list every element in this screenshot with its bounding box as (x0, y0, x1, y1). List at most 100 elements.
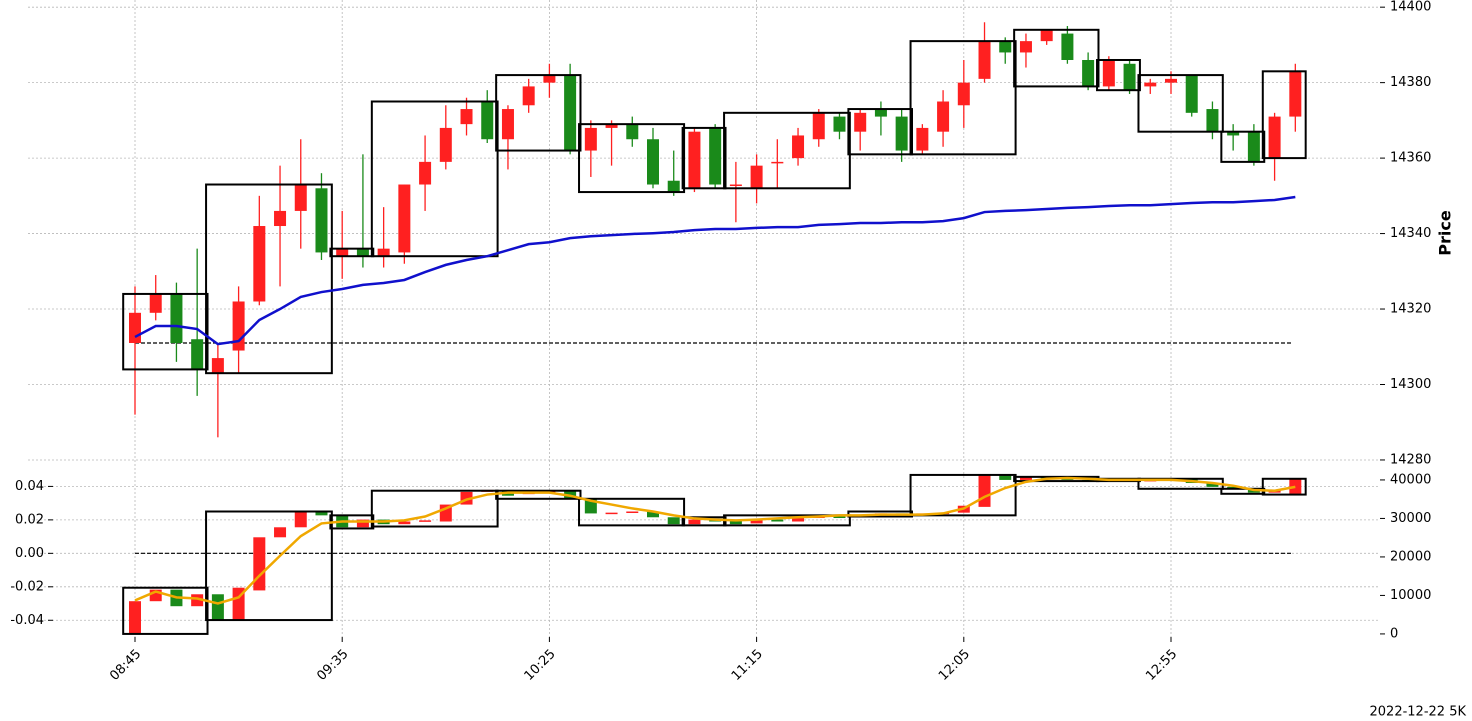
candle-body (999, 41, 1012, 53)
range-box (122, 292, 209, 371)
x-tick-label: 12:55 (1143, 647, 1180, 684)
y-tick-label: -0.02 (10, 579, 44, 594)
candle-body (1289, 71, 1302, 117)
candle-body (336, 248, 349, 257)
candle-body (129, 312, 141, 343)
y-tick-label: 0.04 (15, 479, 44, 494)
candle-body (626, 124, 639, 140)
candle-body (356, 248, 369, 257)
candle-body (854, 112, 867, 132)
candle-body (543, 75, 556, 83)
range-box (205, 183, 333, 375)
candle-body (294, 511, 307, 528)
candle-body (191, 339, 204, 370)
candle-body (481, 101, 494, 140)
range-box (370, 100, 499, 258)
range-box (1261, 70, 1307, 160)
candle-body (315, 188, 328, 253)
y2-tick-label: 30000 (1390, 511, 1431, 526)
candle-body (501, 109, 514, 140)
candle-body (356, 519, 369, 528)
candle-body (1144, 82, 1157, 87)
candle-body (398, 184, 411, 253)
y-axis-title: Price (1436, 210, 1455, 256)
candle-body (1019, 41, 1032, 53)
candle-body (1185, 75, 1198, 113)
line-series (134, 476, 1296, 605)
candle-body (605, 512, 618, 515)
candle-body (647, 511, 659, 518)
y-tick-label: 14340 (1390, 226, 1431, 241)
candle-body (1227, 131, 1240, 136)
candle-body (957, 82, 970, 106)
candle-body (978, 41, 991, 79)
candle-body (729, 184, 742, 187)
candle-body (647, 139, 659, 185)
range-box (681, 516, 727, 527)
candle-body (792, 517, 805, 522)
candle-body (1206, 483, 1219, 487)
candle-body (771, 519, 784, 522)
x-tick-label: 10:25 (522, 647, 559, 684)
x-tick-label: 08:45 (107, 647, 144, 684)
candle-body (129, 601, 141, 634)
candle-body (377, 248, 390, 257)
candle-body (1165, 78, 1177, 83)
candle-body (253, 226, 266, 302)
y2-tick-label: 10000 (1390, 588, 1431, 603)
candle-body (253, 537, 266, 591)
candle-body (833, 116, 846, 132)
candle-body (812, 112, 825, 140)
candle-body (211, 594, 224, 621)
candle-body (667, 180, 680, 193)
range-box (909, 40, 1017, 156)
candle-body (874, 109, 887, 117)
range-box (578, 123, 686, 194)
range-box (1137, 74, 1224, 133)
candle-body (274, 210, 287, 227)
candle-body (522, 86, 535, 106)
candle-body (688, 519, 701, 525)
candle-body (1102, 59, 1115, 87)
candle-body (398, 521, 411, 525)
candle-body (460, 109, 473, 125)
x-tick-label: 09:35 (314, 647, 351, 684)
candle-body (232, 301, 245, 351)
candle-body (584, 127, 597, 151)
candle-body (315, 511, 328, 516)
candle-body (750, 520, 763, 524)
candle-body (564, 75, 577, 151)
candle-body (688, 131, 701, 189)
candle-body (294, 184, 307, 211)
candle-body (1123, 63, 1136, 91)
range-box (370, 489, 499, 528)
y2-tick-label: 40000 (1390, 472, 1431, 487)
y-tick-label: 14300 (1390, 377, 1431, 392)
candle-body (771, 161, 784, 164)
range-box (723, 111, 851, 190)
line-series (134, 195, 1296, 346)
candle-body (439, 127, 452, 162)
y-tick-label: 14320 (1390, 302, 1431, 317)
candle-body (211, 358, 224, 374)
range-box (329, 247, 375, 258)
x-tick-label: 12:05 (936, 647, 973, 684)
y2-tick-label: 20000 (1390, 549, 1431, 564)
candle-body (419, 520, 432, 522)
candle-body (1040, 29, 1053, 42)
range-box (847, 108, 913, 156)
range-box (1220, 130, 1266, 163)
candle-body (999, 474, 1012, 480)
candle-body (1247, 131, 1260, 162)
candle-body (191, 594, 204, 607)
y-tick-label: 14380 (1390, 75, 1431, 90)
candle-body (895, 116, 908, 151)
candle-body (1268, 116, 1281, 159)
range-box (681, 126, 727, 190)
range-box (1261, 477, 1307, 496)
range-box (205, 510, 333, 622)
footer: 2022-12-22 5K (1370, 705, 1467, 720)
y2-tick-label: 0 (1390, 626, 1398, 641)
candle-body (274, 527, 287, 538)
candle-body (916, 127, 929, 151)
